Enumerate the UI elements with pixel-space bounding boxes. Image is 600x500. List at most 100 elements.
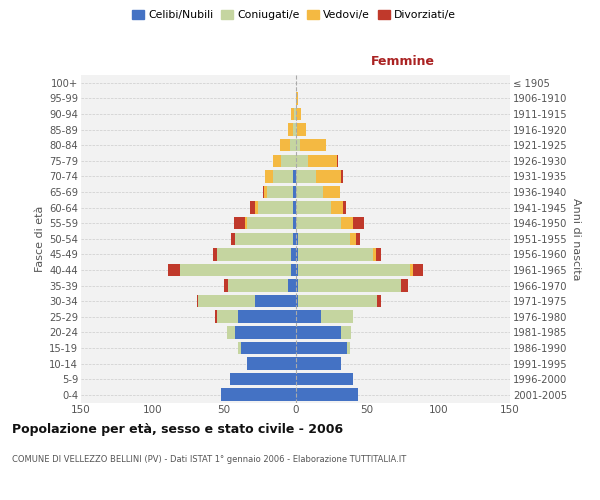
Bar [293,170,296,182]
Legend: Celibi/Nubili, Coniugati/e, Vedovi/e, Divorziati/e: Celibi/Nubili, Coniugati/e, Vedovi/e, Di… [128,6,460,25]
Bar [256,295,296,308]
Bar [297,124,305,136]
Bar [410,264,413,276]
Bar [221,388,296,401]
Bar [298,232,350,245]
Bar [289,124,293,136]
Bar [341,170,343,182]
Bar [234,217,245,230]
Bar [293,124,296,136]
Bar [296,186,323,198]
Y-axis label: Anni di nascita: Anni di nascita [571,198,581,280]
Bar [231,232,235,245]
Bar [323,186,340,198]
Text: Popolazione per età, sesso e stato civile - 2006: Popolazione per età, sesso e stato civil… [12,422,343,436]
Bar [296,373,353,386]
Bar [296,388,358,401]
Bar [331,202,343,214]
Bar [401,280,409,292]
Bar [228,280,289,292]
Bar [227,326,235,338]
Bar [224,280,228,292]
Bar [168,264,179,276]
Y-axis label: Fasce di età: Fasce di età [35,206,45,272]
Bar [217,310,238,323]
Bar [296,264,298,276]
Bar [296,280,298,292]
Bar [373,248,376,260]
Bar [298,248,373,260]
Bar [291,108,294,120]
Bar [298,295,377,308]
Bar [296,170,316,182]
Bar [296,217,341,230]
Bar [247,358,296,370]
Bar [337,154,338,167]
Bar [212,248,217,260]
Bar [308,154,337,167]
Text: Femmine: Femmine [371,56,435,68]
Bar [263,186,264,198]
Bar [296,310,321,323]
Bar [296,124,297,136]
Bar [343,202,346,214]
Bar [341,326,351,338]
Bar [235,326,296,338]
Bar [298,264,410,276]
Bar [235,232,293,245]
Bar [256,202,259,214]
Bar [197,295,198,308]
Bar [264,186,267,198]
Bar [267,186,293,198]
Bar [294,108,296,120]
Bar [296,92,298,104]
Bar [413,264,423,276]
Bar [289,280,296,292]
Bar [296,342,347,354]
Bar [230,373,296,386]
Bar [290,139,296,151]
Bar [245,217,247,230]
Bar [316,170,341,182]
Bar [293,202,296,214]
Bar [298,280,401,292]
Bar [296,248,298,260]
Bar [291,248,296,260]
Bar [300,139,326,151]
Bar [296,108,301,120]
Bar [296,326,341,338]
Bar [259,202,293,214]
Bar [238,310,296,323]
Bar [296,202,331,214]
Bar [250,202,256,214]
Bar [296,232,298,245]
Bar [376,248,382,260]
Bar [350,232,356,245]
Bar [296,295,298,308]
Bar [321,310,353,323]
Bar [179,264,291,276]
Bar [198,295,256,308]
Bar [217,248,291,260]
Bar [215,310,217,323]
Bar [353,217,364,230]
Bar [272,154,281,167]
Bar [347,342,350,354]
Bar [265,170,272,182]
Bar [293,232,296,245]
Bar [238,342,241,354]
Bar [341,217,353,230]
Bar [293,186,296,198]
Bar [356,232,360,245]
Text: COMUNE DI VELLEZZO BELLINI (PV) - Dati ISTAT 1° gennaio 2006 - Elaborazione TUTT: COMUNE DI VELLEZZO BELLINI (PV) - Dati I… [12,455,406,464]
Bar [272,170,293,182]
Bar [280,139,290,151]
Bar [291,264,296,276]
Bar [296,358,341,370]
Bar [241,342,296,354]
Bar [296,139,300,151]
Bar [247,217,293,230]
Bar [293,217,296,230]
Bar [377,295,382,308]
Bar [296,154,308,167]
